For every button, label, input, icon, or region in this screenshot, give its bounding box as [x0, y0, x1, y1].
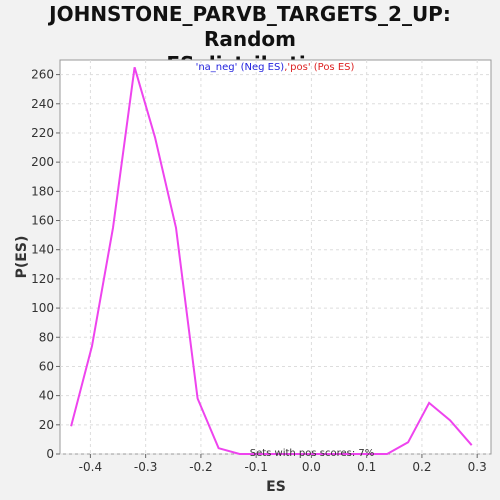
- plot-area: [59, 59, 492, 455]
- legend-entry: 'pos' (Pos ES): [287, 62, 354, 73]
- y-tick-label: 120: [31, 272, 54, 286]
- y-tick-label: 100: [31, 301, 54, 315]
- x-tick-label: 0.0: [302, 460, 321, 474]
- y-tick-label: 20: [39, 418, 54, 432]
- x-tick-label: -0.2: [189, 460, 212, 474]
- legend-entry: 'na_neg' (Neg ES): [196, 62, 285, 73]
- y-tick-label: 200: [31, 155, 54, 169]
- x-tick-label: 0.2: [412, 460, 431, 474]
- y-tick-label: 260: [31, 68, 54, 82]
- legend-entry: ,: [284, 62, 287, 73]
- x-tick-label: -0.1: [244, 460, 267, 474]
- x-tick-label: -0.4: [79, 460, 102, 474]
- x-tick-label: -0.3: [134, 460, 157, 474]
- y-tick-label: 180: [31, 184, 54, 198]
- axis-ticks: -0.4 -0.3 -0.2 -0.1 0.0 0.1 0.2 0.3 0 20 40 60 80 100…: [31, 68, 487, 474]
- annotation-pos-scores: Sets with pos scores: 7%: [250, 448, 375, 459]
- x-tick-label: 0.1: [357, 460, 376, 474]
- y-tick-label: 220: [31, 126, 54, 140]
- chart-title-line-1: JOHNSTONE_PARVB_TARGETS_2_UP: Random: [49, 2, 451, 51]
- y-tick-label: 80: [39, 330, 54, 344]
- y-tick-label: 60: [39, 359, 54, 373]
- y-tick-label: 240: [31, 97, 54, 111]
- y-tick-label: 160: [31, 214, 54, 228]
- series-line: [70, 67, 473, 455]
- x-tick-label: 0.3: [468, 460, 487, 474]
- y-tick-label: 40: [39, 389, 54, 403]
- x-axis-label: ES: [266, 479, 286, 495]
- y-tick-label: 140: [31, 243, 54, 257]
- y-tick-label: 0: [46, 447, 54, 461]
- y-axis-label: P(ES): [14, 236, 30, 279]
- legend: 'na_neg' (Neg ES),'pos' (Pos ES): [196, 62, 355, 73]
